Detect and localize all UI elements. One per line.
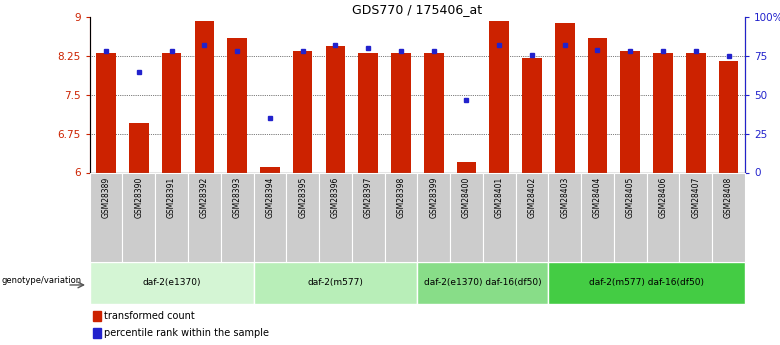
Text: GSM28403: GSM28403 [560,177,569,218]
Bar [254,172,286,262]
Bar [292,51,313,172]
Bar [122,172,155,262]
Text: daf-2(e1370) daf-16(df50): daf-2(e1370) daf-16(df50) [424,278,541,287]
Text: GSM28396: GSM28396 [331,177,340,218]
Bar [194,21,215,172]
Text: GSM28393: GSM28393 [232,177,242,218]
Text: GSM28402: GSM28402 [527,177,537,218]
Bar [352,172,385,262]
Text: GSM28400: GSM28400 [462,177,471,218]
Bar [548,262,745,304]
Bar [686,53,706,172]
Text: GSM28405: GSM28405 [626,177,635,218]
Text: transformed count: transformed count [105,311,195,321]
Text: GSM28397: GSM28397 [363,177,373,218]
Text: GSM28394: GSM28394 [265,177,275,218]
Bar [555,23,575,172]
Bar [161,53,182,172]
Text: GSM28399: GSM28399 [429,177,438,218]
Bar [548,172,581,262]
Text: percentile rank within the sample: percentile rank within the sample [105,328,269,338]
Text: GSM28404: GSM28404 [593,177,602,218]
Bar [614,172,647,262]
Bar [483,172,516,262]
Bar [620,51,640,172]
Bar [712,172,745,262]
Text: GSM28408: GSM28408 [724,177,733,218]
Bar [129,123,149,172]
Bar [647,172,679,262]
Bar [522,58,542,172]
Text: GSM28401: GSM28401 [495,177,504,218]
Bar [587,38,608,172]
Text: GSM28389: GSM28389 [101,177,111,218]
Text: GSM28395: GSM28395 [298,177,307,218]
Bar [90,172,122,262]
Bar [93,328,101,338]
Bar [254,262,417,304]
Title: GDS770 / 175406_at: GDS770 / 175406_at [353,3,482,16]
Bar [319,172,352,262]
Bar [489,21,509,172]
Bar [417,172,450,262]
Text: daf-2(m577): daf-2(m577) [307,278,363,287]
Text: GSM28398: GSM28398 [396,177,406,218]
Bar [581,172,614,262]
Bar [90,262,254,304]
Text: genotype/variation: genotype/variation [2,276,82,285]
Bar [450,172,483,262]
Bar [516,172,548,262]
Bar [456,162,477,172]
Text: GSM28391: GSM28391 [167,177,176,218]
Bar [325,46,346,172]
Bar [417,262,548,304]
Text: GSM28390: GSM28390 [134,177,144,218]
Bar [260,167,280,172]
Bar [679,172,712,262]
Bar [653,53,673,172]
Text: GSM28406: GSM28406 [658,177,668,218]
Bar [424,53,444,172]
Text: daf-2(e1370): daf-2(e1370) [142,278,201,287]
Bar [358,53,378,172]
Bar [286,172,319,262]
Bar [385,172,417,262]
Text: daf-2(m577) daf-16(df50): daf-2(m577) daf-16(df50) [589,278,704,287]
Bar [221,172,254,262]
Bar [718,61,739,172]
Text: GSM28392: GSM28392 [200,177,209,218]
Bar [188,172,221,262]
Bar [391,53,411,172]
Bar [96,53,116,172]
Bar [227,38,247,172]
Bar [155,172,188,262]
Bar [93,311,101,321]
Text: GSM28407: GSM28407 [691,177,700,218]
